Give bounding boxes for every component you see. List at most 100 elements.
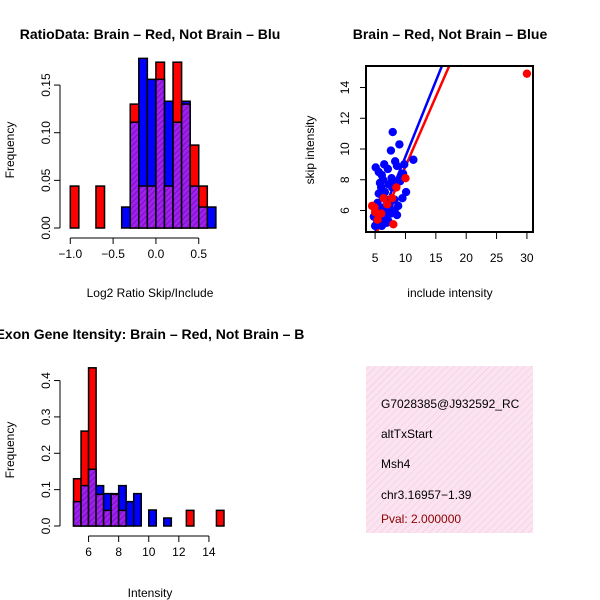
scatter-point-brain <box>373 215 382 224</box>
ratio-histogram-bar-overlap-11 <box>163 185 174 229</box>
scatter-panel: Brain – Red, Not Brain – Blue 5 10 15 20 25 3… <box>303 26 547 300</box>
scatter-y-tick-label: 10 <box>338 142 352 156</box>
scatter-point-brain <box>370 203 379 212</box>
info-location: chr3.16957−1.39 <box>381 488 472 502</box>
scatter-point-not-brain <box>400 160 409 169</box>
intensity-histogram-ylabel: Frequency <box>3 422 17 479</box>
info-probe-id: G7028385@J932592_RC <box>381 397 520 411</box>
scatter-y-tick-label: 8 <box>338 176 352 183</box>
ratio-histogram-axes: −1.0 −0.5 0.0 0.5 0.00 0.05 0.10 0.15 <box>39 73 207 261</box>
scatter-point-not-brain <box>378 175 388 184</box>
ratio-histogram-x-tick-label: −0.5 <box>101 247 125 261</box>
ratio-histogram-y-tick-label: 0.05 <box>39 168 53 192</box>
intensity-histogram-y-tick-label: 0.3 <box>39 408 53 425</box>
scatter-point-not-brain <box>395 140 404 149</box>
ratio-histogram-bars <box>69 57 217 229</box>
scatter-x-tick-label: 5 <box>372 251 379 265</box>
intensity-histogram-bar-not-brain-10 <box>147 509 158 527</box>
intensity-histogram-x-tick-label: 12 <box>172 545 186 559</box>
intensity-histogram-panel: Exon Gene Itensity: Brain – Red, Not Bra… <box>0 326 304 600</box>
intensity-histogram-x-tick-label: 8 <box>115 545 122 559</box>
scatter-point-brain <box>387 193 397 203</box>
ratio-histogram-title: RatioData: Brain – Red, Not Brain – Blu <box>20 26 281 42</box>
scatter-point-not-brain <box>392 161 402 171</box>
scatter-point-brain <box>379 193 388 203</box>
ratio-histogram-bar-brain-0 <box>69 185 80 229</box>
intensity-histogram-title: Exon Gene Itensity: Brain – Red, Not Bra… <box>0 326 304 342</box>
ratio-histogram-bar-overlap-9 <box>146 185 157 229</box>
info-gene-name: Msh4 <box>381 457 411 471</box>
ratio-histogram-y-tick-label: 0.15 <box>39 73 53 97</box>
scatter-point-brain <box>392 183 401 192</box>
intensity-histogram-bar-overlap-3 <box>95 493 105 527</box>
intensity-histogram-bar-overlap-4 <box>102 509 112 527</box>
scatter-y-tick-label: 12 <box>338 111 352 125</box>
scatter-x-tick-label: 15 <box>429 251 443 265</box>
scatter-point-not-brain <box>398 193 407 203</box>
scatter-x-tick-label: 30 <box>520 251 534 265</box>
intensity-histogram-x-tick-label: 6 <box>85 545 92 559</box>
intensity-histogram-bar-overlap-0 <box>72 500 82 527</box>
ratio-histogram-panel: RatioData: Brain – Red, Not Brain – Blu … <box>3 26 280 300</box>
scatter-xlabel: include intensity <box>407 286 492 300</box>
ratio-histogram-ylabel: Frequency <box>3 122 17 179</box>
ratio-histogram-x-tick-label: 0.5 <box>190 247 207 261</box>
ratio-histogram-bar-overlap-13 <box>180 103 191 229</box>
scatter-point-brain <box>389 220 398 229</box>
intensity-histogram-bar-not-brain-12 <box>163 517 173 527</box>
ratio-histogram-y-tick-label: 0.10 <box>39 121 53 145</box>
scatter-points <box>367 69 532 231</box>
intensity-histogram-bar-brain-19 <box>215 509 225 527</box>
scatter-x-tick-label: 10 <box>399 251 413 265</box>
scatter-x-tick-label: 20 <box>460 251 474 265</box>
ratio-histogram-bar-overlap-8 <box>138 185 149 229</box>
intensity-histogram-y-tick-label: 0.2 <box>39 445 53 462</box>
intensity-histogram-y-tick-label: 0.1 <box>39 481 53 498</box>
ratio-histogram-xlabel: Log2 Ratio Skip/Include <box>87 286 214 300</box>
intensity-histogram-bar-overlap-1 <box>80 484 90 527</box>
scatter-ylabel: skip intensity <box>303 116 317 185</box>
ratio-histogram-bar-not-brain-6 <box>120 206 131 229</box>
ratio-histogram-bar-overlap-15 <box>197 206 209 229</box>
ratio-histogram-bar-not-brain-16 <box>206 206 217 229</box>
scatter-point-brain <box>376 209 386 218</box>
ratio-histogram-bar-overlap-14 <box>189 185 200 229</box>
scatter-point-not-brain <box>401 187 411 197</box>
intensity-histogram-x-tick-label: 10 <box>142 545 156 559</box>
scatter-x-tick-label: 25 <box>490 251 504 265</box>
scatter-point-not-brain <box>382 218 391 227</box>
scatter-point-not-brain <box>388 127 397 137</box>
ratio-histogram-y-tick-label: 0.00 <box>39 216 53 240</box>
intensity-histogram-axes: 6 8 10 12 14 0.0 0.1 0.2 0.3 0.4 <box>39 372 216 559</box>
intensity-histogram-y-tick-label: 0.0 <box>39 517 53 534</box>
scatter-point-not-brain <box>387 174 396 183</box>
scatter-y-tick-label: 6 <box>338 207 352 214</box>
intensity-histogram-bar-not-brain-8 <box>132 492 142 527</box>
ratio-histogram-x-tick-label: −1.0 <box>58 247 82 261</box>
scatter-point-brain <box>522 69 532 78</box>
info-panel-background <box>366 366 533 533</box>
ratio-histogram-bar-overlap-7 <box>129 121 140 229</box>
intensity-histogram-bar-overlap-6 <box>117 509 127 527</box>
info-event-type: altTxStart <box>381 427 433 441</box>
scatter-point-not-brain <box>386 146 396 155</box>
intensity-histogram-bar-overlap-2 <box>87 468 97 527</box>
intensity-histogram-bar-overlap-5 <box>110 493 120 527</box>
ratio-histogram-bar-brain-3 <box>95 185 106 229</box>
intensity-histogram-bars <box>72 367 225 527</box>
scatter-y-tick-label: 14 <box>338 81 352 95</box>
info-pval: Pval: 2.000000 <box>381 512 461 526</box>
intensity-histogram-x-tick-label: 14 <box>202 545 216 559</box>
scatter-point-brain <box>401 174 410 183</box>
info-panel: G7028385@J932592_RC altTxStart Msh4 chr3… <box>366 366 533 533</box>
intensity-histogram-xlabel: Intensity <box>128 586 173 600</box>
ratio-histogram-x-tick-label: 0.0 <box>148 247 165 261</box>
intensity-histogram-bar-not-brain-7 <box>125 500 135 527</box>
scatter-title: Brain – Red, Not Brain – Blue <box>353 26 548 42</box>
scatter-point-not-brain <box>392 210 402 220</box>
ratio-histogram-bar-overlap-12 <box>172 121 183 229</box>
intensity-histogram-bar-brain-15 <box>185 509 195 527</box>
scatter-axes: 5 10 15 20 25 30 6 8 10 12 14 <box>338 81 534 265</box>
scatter-point-brain <box>383 200 392 209</box>
